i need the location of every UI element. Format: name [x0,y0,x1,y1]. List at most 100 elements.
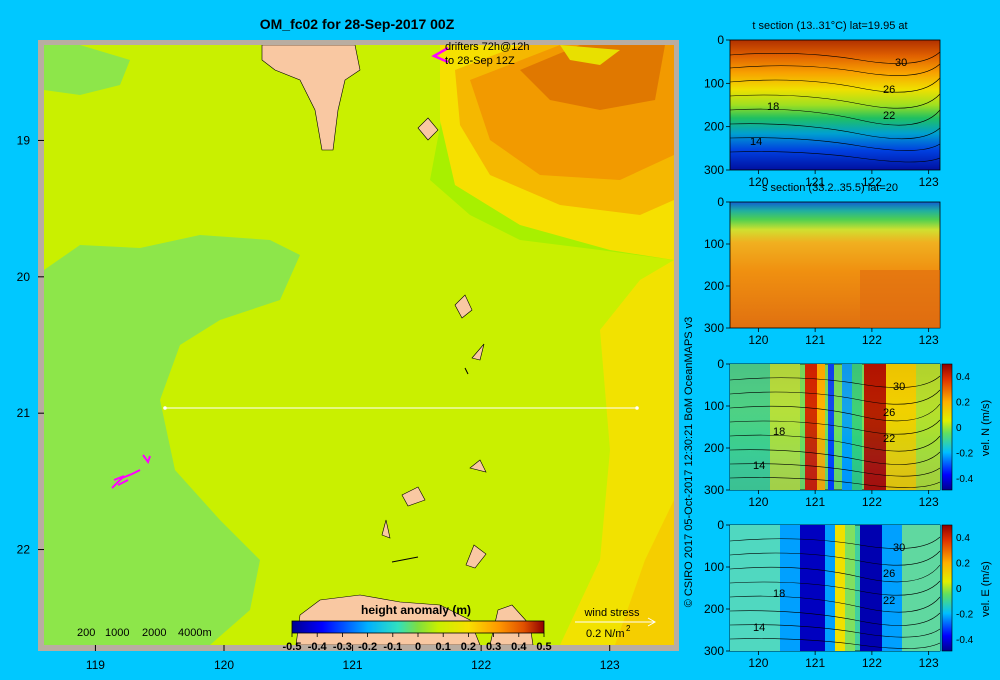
island-1 [417,117,439,141]
ve-contour-18: 18 [773,588,785,600]
vn-contour-30: 30 [893,381,905,393]
colorbar [291,620,545,634]
section-axis-ticks: 120 121 122 123 0 100 200 300 [704,357,939,509]
velocity-colorbar-tick-label: 0.2 [956,398,970,409]
t-contour-18: 18 [767,101,779,113]
vel-e-bands [730,525,940,651]
drifter-legend-arrow [431,46,449,64]
velocity-colorbar-ticks: 0.4 0.2 0 -0.2 -0.4 [956,372,974,485]
section-y-tick-label: 0 [717,33,724,47]
section-x-tick-label: 121 [805,175,825,189]
velocity-colorbar-ticks: 0.4 0.2 0 -0.2 -0.4 [956,533,974,646]
field-yellowgreen-band [44,45,674,645]
lon-tick-label: 121 [343,658,363,672]
section-y-tick-label: 200 [704,441,724,455]
colorbar-tick-label: 0.4 [511,641,527,653]
depth-label-2000: 2000 [142,627,166,639]
section-y-tick-label: 0 [717,195,724,209]
velocity-colorbar-tick-label: 0.4 [956,533,970,544]
velocity-colorbar-tick-label: 0 [956,423,962,434]
lon-tick-label: 119 [86,658,105,672]
velocity-colorbar-tick-label: -0.2 [956,610,974,621]
colorbar-tick-label: 0.3 [486,641,501,653]
temperature-section: t section (13..31°C) lat=19.95 at 120 121… [704,20,941,189]
section-y-tick-label: 200 [704,120,724,134]
s-section-title: s section (33.2..35.5) lat=20 [762,182,898,194]
island-3 [471,343,485,361]
vel-e-section: 120 121 122 123 0 100 200 300 30 26 22 18 14 0.… [704,518,992,670]
island-4 [469,459,487,473]
vel-e-colorbar [941,524,953,652]
section-axis-ticks: 120 121 122 123 0 100 200 300 [704,33,939,189]
depth-label-200: 200 [77,627,95,639]
section-y-tick-label: 200 [704,279,724,293]
t-section-contours [729,51,941,163]
colorbar-tick-label: -0.4 [308,641,328,653]
section-x-tick-label: 122 [862,175,882,189]
field-orange-dark [520,45,665,110]
salinity-section: s section (33.2..35.5) lat=20 120 121 122 1… [704,182,941,347]
wind-stress-label: wind stress [583,607,640,619]
section-y-tick-label: 200 [704,602,724,616]
velocity-colorbar-tick-label: 0.4 [956,372,970,383]
land-taiwan [261,45,361,151]
colorbar-tick-label: -0.1 [383,641,402,653]
section-axis-ticks: 120 121 122 123 0 100 200 300 [704,518,939,670]
credit-text: © CSIRO 2017 05-Oct-2017 12:30:21 BoM Oc… [683,317,695,608]
t-contour-26: 26 [883,84,895,96]
section-x-tick-label: 122 [862,495,882,509]
island-9 [464,367,469,375]
colorbar-title: height anomaly (m) [361,603,471,617]
colorbar-tick-label: 0 [415,641,421,653]
section-x-tick-label: 121 [805,333,825,347]
section-y-tick-label: 100 [704,237,724,251]
section-x-tick-label: 120 [748,656,768,670]
field-yellow-east [560,260,674,645]
map-lat-ticks: 22 21 20 19 [17,133,44,557]
drifter-label-2: to 28-Sep 12Z [445,55,515,67]
colorbar-tick-label: 0.5 [536,641,551,653]
section-y-tick-label: 300 [704,644,724,658]
colorbar-ticks: -0.5 -0.4 -0.3 -0.2 -0.1 0 0.1 0.2 0.3 0.4 0.5 [283,633,552,653]
drifter-tracks [111,454,151,489]
wind-stress-arrowhead [647,617,657,627]
section-y-tick-label: 100 [704,76,724,90]
section-y-tick-label: 300 [704,483,724,497]
t-contour-22: 22 [883,110,895,122]
section-y-tick-label: 100 [704,560,724,574]
velocity-colorbar-tick-label: -0.2 [956,449,974,460]
section-y-tick-label: 300 [704,321,724,335]
section-x-tick-label: 120 [748,333,768,347]
lat-tick-label: 21 [17,406,31,420]
ve-contour-22: 22 [883,595,895,607]
field-orange-se [615,500,674,645]
field-green-west [44,235,300,645]
field-patch-ne [560,45,620,65]
colorbar-tick-label: -0.2 [358,641,377,653]
lat-tick-label: 22 [17,543,31,557]
colorbar-tick-label: -0.3 [333,641,352,653]
ve-contour-26: 26 [883,568,895,580]
vel-e-colorbar-label: vel. E (m/s) [980,561,992,617]
field-green-nw [44,45,130,95]
section-x-tick-label: 123 [919,333,939,347]
t-section-field [729,39,941,171]
vn-contour-26: 26 [883,407,895,419]
vn-contour-14: 14 [753,460,765,472]
section-x-tick-label: 123 [919,495,939,509]
vn-contour-22: 22 [883,433,895,445]
depth-label-4000: 4000m [178,627,212,639]
lat-tick-label: 19 [17,133,31,147]
section-y-tick-label: 0 [717,357,724,371]
island-7 [381,519,391,539]
depth-label-1000: 1000 [105,627,129,639]
velocity-colorbar-tick-label: -0.4 [956,635,974,646]
drifter-label-1: drifters 72h@12h [445,41,530,53]
section-x-tick-label: 121 [805,495,825,509]
lon-tick-label: 120 [214,658,234,672]
section-y-tick-label: 100 [704,399,724,413]
ve-contour-14: 14 [753,622,765,634]
vel-n-contours [729,375,941,488]
island-2 [454,294,473,319]
